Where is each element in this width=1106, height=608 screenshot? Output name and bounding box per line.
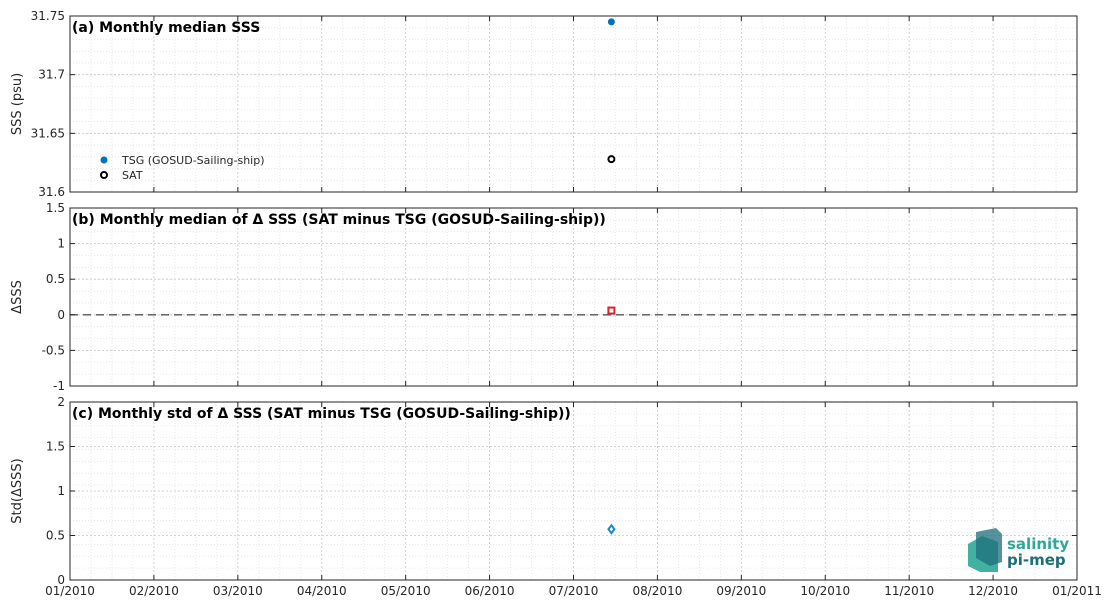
logo-text-line2: pi-mep (1007, 551, 1066, 569)
x-tick-label: 04/2010 (297, 584, 347, 598)
x-tick-label: 12/2010 (968, 584, 1018, 598)
logo-icon-back (976, 528, 1002, 566)
x-tick-label: 09/2010 (716, 584, 766, 598)
y-axis-label: SSS (psu) (10, 73, 25, 135)
y-tick-label: 1 (57, 484, 65, 498)
data-point-tsg (607, 18, 615, 26)
panel-title: (b) Monthly median of Δ SSS (SAT minus T… (72, 212, 606, 228)
panel-c: 0 0.5 1 1.5 2 Std(ΔSSS) (c) Monthly std of Δ S… (10, 395, 1078, 587)
y-tick-label: 31.7 (38, 68, 65, 82)
x-tick-label: 03/2010 (213, 584, 263, 598)
panel-b: -1 -0.5 0 0.5 1 1.5 ΔSSS (b) Monthly median of … (10, 201, 1078, 393)
y-axis-label: ΔSSS (10, 280, 25, 314)
y-tick-label: 31.65 (31, 126, 65, 140)
legend-label: SAT (122, 169, 143, 182)
x-tick-label: 07/2010 (549, 584, 599, 598)
y-tick-label: 31.6 (38, 185, 65, 199)
legend: TSG (GOSUD-Sailing-ship) SAT (100, 154, 265, 182)
y-tick-label: 0.5 (46, 529, 65, 543)
y-tick-label: 1 (57, 237, 65, 251)
x-tick-label: 08/2010 (632, 584, 682, 598)
y-axis-label: Std(ΔSSS) (10, 458, 25, 523)
data-point-delta-std (607, 523, 616, 535)
salinity-pi-mep-logo: salinity pi-mep (968, 528, 1069, 572)
legend-marker-tsg (100, 156, 108, 164)
y-tick-label: 0 (57, 308, 65, 322)
panel-a: 31.6 31.65 31.7 31.75 SSS (psu) (a) Monthly m… (10, 9, 1078, 199)
x-tick-label: 01/2010 (45, 584, 95, 598)
x-tick-label: 01/2011 (1052, 584, 1102, 598)
data-point-sat (607, 155, 616, 164)
y-tick-label: 0.5 (46, 272, 65, 286)
y-tick-label: -1 (53, 379, 65, 393)
y-tick-label: 31.75 (31, 9, 65, 23)
data-point-delta-median (607, 306, 616, 315)
y-tick-label: 1.5 (46, 440, 65, 454)
x-tick-label: 06/2010 (465, 584, 515, 598)
legend-label: TSG (GOSUD-Sailing-ship) (121, 154, 265, 167)
y-tick-label: -0.5 (42, 343, 65, 357)
panel-title: (c) Monthly std of Δ SSS (SAT minus TSG … (72, 406, 571, 422)
logo-text-line1: salinity (1007, 535, 1069, 553)
panel-title: (a) Monthly median SSS (72, 20, 260, 36)
x-tick-label: 02/2010 (129, 584, 179, 598)
x-tick-label: 05/2010 (381, 584, 431, 598)
y-tick-label: 1.5 (46, 201, 65, 215)
x-tick-label: 11/2010 (884, 584, 934, 598)
y-tick-label: 0 (57, 573, 65, 587)
x-tick-label: 10/2010 (800, 584, 850, 598)
y-tick-label: 2 (57, 395, 65, 409)
legend-marker-sat (100, 171, 108, 179)
